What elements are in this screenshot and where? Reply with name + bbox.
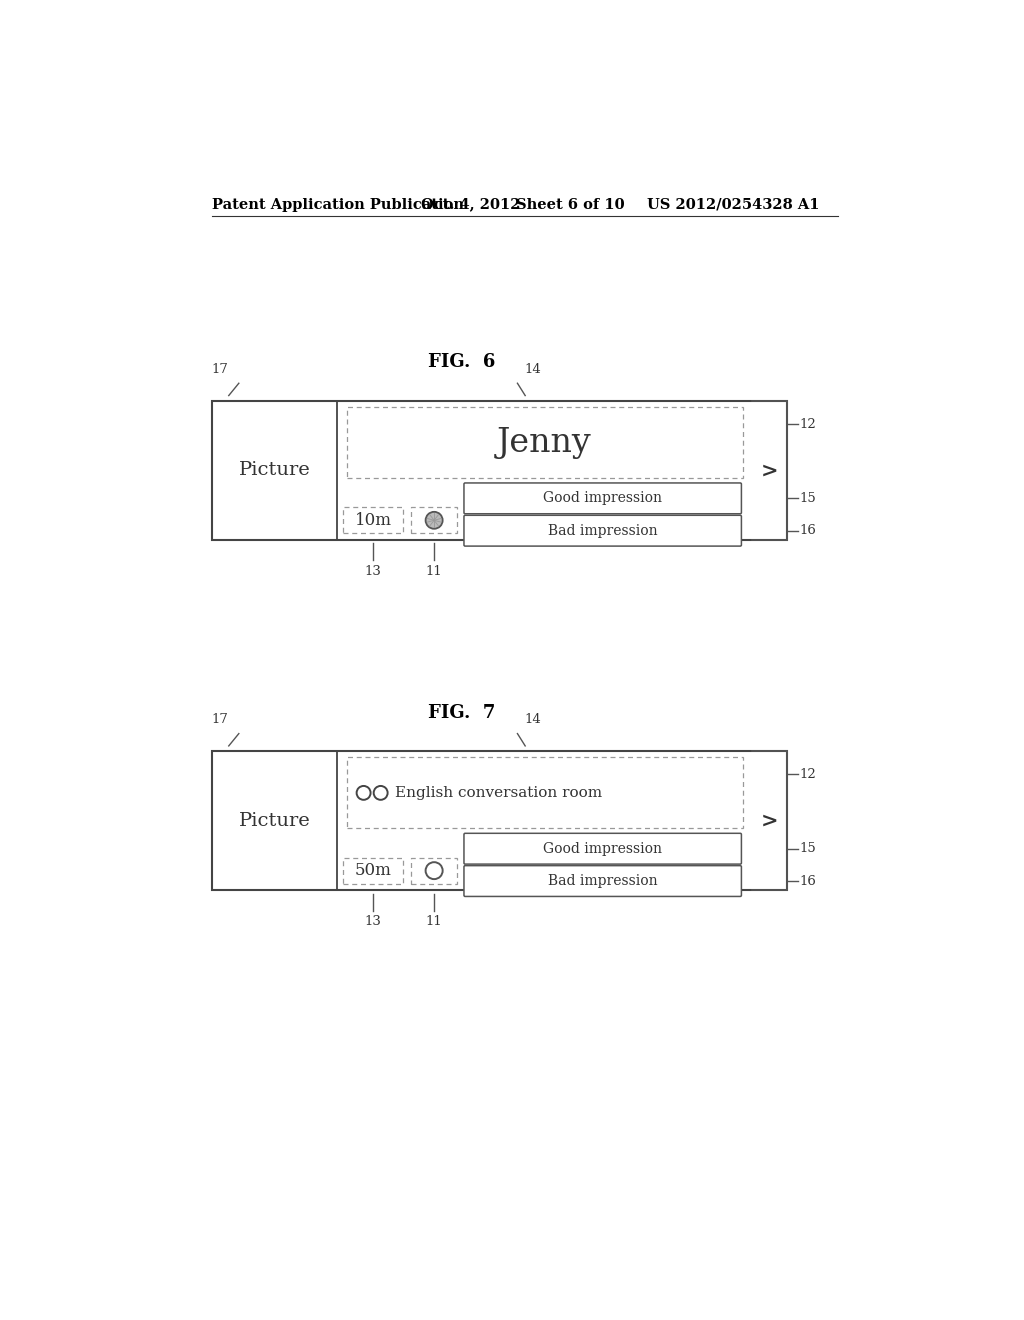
Text: Good impression: Good impression xyxy=(543,491,663,506)
Text: 14: 14 xyxy=(524,713,542,726)
Circle shape xyxy=(426,512,442,529)
Text: 12: 12 xyxy=(800,768,817,781)
Text: 12: 12 xyxy=(800,417,817,430)
Text: 50m: 50m xyxy=(355,862,392,879)
Bar xyxy=(346,407,742,478)
Text: FIG.  6: FIG. 6 xyxy=(428,354,495,371)
Bar xyxy=(343,507,403,533)
Text: 15: 15 xyxy=(800,842,817,855)
Text: >: > xyxy=(761,810,778,830)
Text: Picture: Picture xyxy=(239,461,310,479)
Text: US 2012/0254328 A1: US 2012/0254328 A1 xyxy=(647,198,820,211)
Bar xyxy=(212,401,786,540)
Text: Oct. 4, 2012: Oct. 4, 2012 xyxy=(421,198,520,211)
Text: 11: 11 xyxy=(426,565,442,578)
Bar xyxy=(346,758,742,829)
Text: English conversation room: English conversation room xyxy=(394,785,602,800)
FancyBboxPatch shape xyxy=(464,515,741,546)
Text: 16: 16 xyxy=(800,875,817,887)
FancyBboxPatch shape xyxy=(464,483,741,513)
Text: 17: 17 xyxy=(211,713,228,726)
Text: Jenny: Jenny xyxy=(498,426,592,458)
Text: Bad impression: Bad impression xyxy=(548,874,657,888)
Text: 15: 15 xyxy=(800,492,817,504)
Text: Good impression: Good impression xyxy=(543,842,663,855)
Text: Sheet 6 of 10: Sheet 6 of 10 xyxy=(515,198,624,211)
Bar xyxy=(212,751,786,890)
Text: >: > xyxy=(761,461,778,480)
Text: 13: 13 xyxy=(365,565,382,578)
Text: Patent Application Publication: Patent Application Publication xyxy=(212,198,464,211)
Text: FIG.  7: FIG. 7 xyxy=(428,704,495,722)
Text: 17: 17 xyxy=(211,363,228,376)
FancyBboxPatch shape xyxy=(464,833,741,865)
Text: 13: 13 xyxy=(365,915,382,928)
Bar xyxy=(343,858,403,884)
Text: Picture: Picture xyxy=(239,812,310,829)
Text: 10m: 10m xyxy=(354,512,392,529)
Text: 14: 14 xyxy=(524,363,542,376)
Text: 16: 16 xyxy=(800,524,817,537)
Text: Bad impression: Bad impression xyxy=(548,524,657,537)
Text: 11: 11 xyxy=(426,915,442,928)
Bar xyxy=(411,858,458,884)
Bar xyxy=(411,507,458,533)
FancyBboxPatch shape xyxy=(464,866,741,896)
